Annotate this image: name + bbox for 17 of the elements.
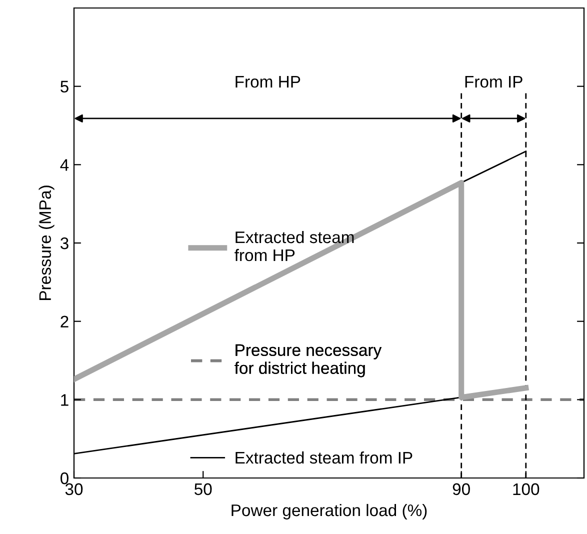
x-tick-label: 100 xyxy=(513,483,540,496)
x-tick-label: 30 xyxy=(65,483,83,496)
legend-label: Pressure necessary for district heating xyxy=(234,344,382,378)
y-tick-label: 4 xyxy=(60,159,69,171)
legend-label: Extracted steam from HP xyxy=(234,230,354,262)
legend-label: Extracted steam from IP xyxy=(236,451,412,464)
x-tick-label: 50 xyxy=(194,483,212,496)
x-tick-label: 90 xyxy=(452,483,470,496)
annotation: From HP xyxy=(236,76,300,88)
annotation: From IP xyxy=(465,76,522,88)
y-axis-title: Pressure (MPa) xyxy=(38,186,54,300)
x-axis-title: Power generation load (%) xyxy=(232,504,427,520)
y-tick-label: 3 xyxy=(60,237,68,250)
y-tick-label: 0 xyxy=(60,472,68,484)
y-tick-label: 2 xyxy=(60,316,68,328)
y-tick-label: 1 xyxy=(61,394,68,406)
y-tick-label: 5 xyxy=(60,80,68,93)
